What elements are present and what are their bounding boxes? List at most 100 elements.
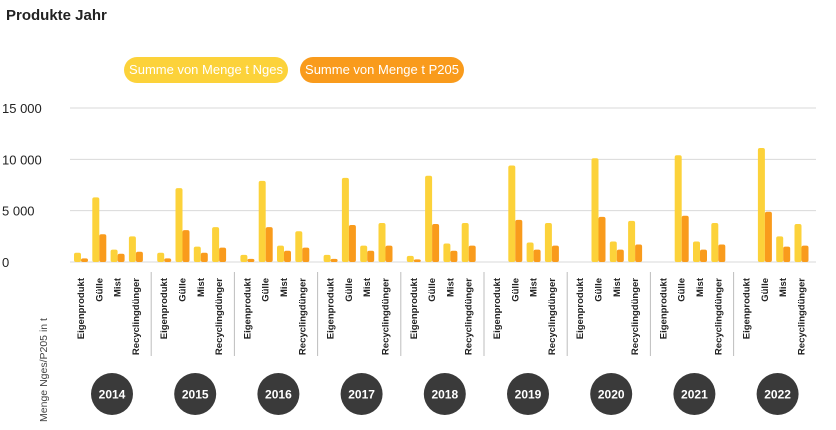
category-label: Gülle — [344, 278, 355, 302]
bar-nges — [74, 252, 81, 262]
year-badge — [590, 373, 633, 415]
bar-nges — [443, 243, 451, 262]
category-label: Eigenprodukt — [326, 277, 337, 339]
year-badge — [673, 373, 716, 415]
bar-nges — [193, 246, 201, 262]
bar-p205 — [718, 244, 726, 262]
bar-nges — [240, 254, 248, 262]
chart-title: Produkte Jahr — [6, 7, 107, 24]
category-label: Mist — [529, 277, 540, 297]
bar-p205 — [200, 252, 208, 262]
bar-p205 — [700, 249, 707, 262]
year-badge — [257, 373, 300, 415]
bar-p205 — [117, 253, 125, 262]
bar-nges — [406, 255, 414, 262]
category-label: Recyclingdünger — [713, 278, 724, 355]
category-label: Eigenprodukt — [242, 277, 253, 339]
bar-nges — [360, 245, 368, 262]
bar-nges — [628, 220, 636, 262]
legend-item-nges[interactable]: Summe von Menge t Nges — [124, 57, 288, 83]
bar-nges — [157, 252, 165, 262]
year-badge-label: 2015 — [182, 388, 209, 402]
bar-nges — [295, 231, 303, 262]
bar-nges — [110, 249, 118, 262]
bar-p205 — [247, 258, 255, 262]
bar-p205 — [385, 245, 393, 262]
y-tick-label: 15 000 — [2, 101, 42, 116]
category-label: Mist — [279, 277, 290, 297]
category-label: Mist — [362, 277, 373, 297]
bar-p205 — [81, 258, 88, 262]
bar-nges — [277, 245, 284, 262]
category-label: Gülle — [760, 278, 771, 302]
category-label: Eigenprodukt — [742, 277, 753, 339]
bar-p205 — [551, 245, 559, 262]
bar-nges — [674, 155, 682, 262]
year-badge-label: 2022 — [764, 388, 791, 402]
year-badge-label: 2016 — [265, 388, 292, 402]
y-tick-label: 0 — [2, 255, 9, 270]
y-axis-title: Menge Nges/P205 in t — [38, 318, 50, 422]
year-badge-label: 2020 — [598, 388, 625, 402]
bar-nges — [591, 158, 599, 262]
year-badge — [507, 373, 549, 415]
bar-p205 — [515, 219, 523, 262]
bar-nges — [508, 165, 516, 262]
year-badge-label: 2014 — [99, 388, 126, 402]
category-label: Eigenprodukt — [492, 277, 503, 339]
bar-nges — [175, 188, 183, 262]
year-badge — [340, 373, 383, 415]
category-label: Mist — [445, 277, 456, 297]
category-label: Gülle — [178, 278, 189, 302]
bar-p205 — [330, 258, 338, 262]
category-label: Recyclingdünger — [131, 278, 142, 355]
category-label: Mist — [196, 277, 207, 297]
category-label: Mist — [612, 277, 623, 297]
bar-p205 — [99, 234, 107, 262]
bar-nges — [776, 236, 784, 262]
bar-p205 — [764, 211, 772, 262]
category-label: Mist — [778, 277, 789, 297]
year-badge — [174, 373, 217, 415]
category-label: Eigenprodukt — [76, 277, 87, 339]
bar-p205 — [468, 245, 476, 262]
category-label: Recyclingdünger — [297, 278, 308, 355]
bar-nges — [258, 180, 266, 262]
bar-nges — [693, 241, 700, 262]
year-badge-label: 2021 — [681, 388, 708, 402]
category-label: Gülle — [261, 278, 272, 302]
bar-p205 — [598, 216, 606, 262]
year-badge — [756, 373, 799, 415]
bar-p205 — [616, 249, 624, 262]
category-label: Eigenprodukt — [658, 277, 669, 339]
bar-nges — [794, 224, 802, 262]
category-label: Recyclingdünger — [464, 278, 475, 355]
category-label: Gülle — [510, 278, 521, 302]
bar-nges — [128, 236, 136, 262]
legend-item-p205[interactable]: Summe von Menge t P205 — [300, 57, 464, 83]
bar-p205 — [533, 249, 541, 262]
bar-p205 — [348, 225, 356, 262]
category-label: Recyclingdünger — [214, 278, 225, 355]
bar-p205 — [801, 245, 809, 262]
bar-p205 — [432, 224, 440, 262]
category-label: Mist — [113, 277, 124, 297]
bar-p205 — [413, 259, 421, 262]
bar-p205 — [367, 250, 375, 262]
bar-p205 — [302, 247, 310, 262]
bar-nges — [526, 242, 534, 262]
y-tick-label: 5 000 — [2, 204, 35, 219]
bar-nges — [461, 222, 469, 262]
year-badge-label: 2018 — [431, 388, 458, 402]
category-label: Eigenprodukt — [159, 277, 170, 339]
category-label: Gülle — [94, 278, 105, 302]
bar-nges — [212, 227, 220, 262]
category-label: Gülle — [594, 278, 605, 302]
category-label: Recyclingdünger — [797, 278, 808, 355]
category-label: Recyclingdünger — [547, 278, 558, 355]
category-label: Recyclingdünger — [381, 278, 392, 355]
bar-p205 — [635, 244, 643, 262]
category-label: Eigenprodukt — [409, 277, 420, 339]
bar-p205 — [219, 247, 227, 262]
